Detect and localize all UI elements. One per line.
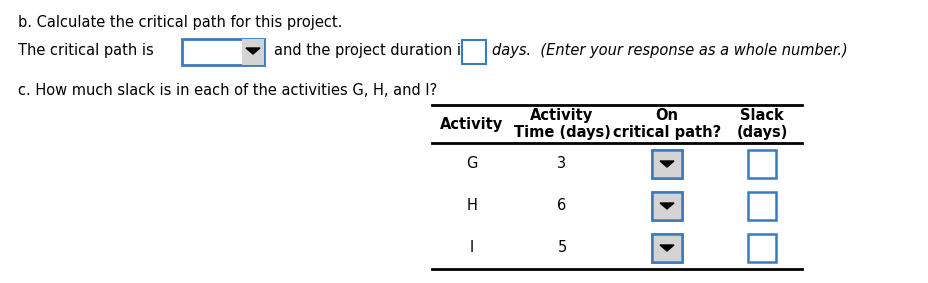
Polygon shape	[659, 161, 674, 167]
Bar	[651, 150, 681, 178]
Text: Activity
Time (days): Activity Time (days)	[513, 108, 610, 140]
Bar	[747, 150, 775, 178]
Text: The critical path is: The critical path is	[18, 44, 154, 59]
Bar	[651, 192, 681, 220]
Bar	[651, 192, 681, 220]
Polygon shape	[659, 245, 674, 251]
Bar	[651, 234, 681, 262]
Bar	[747, 234, 775, 262]
Text: days.  (Enter your response as a whole number.): days. (Enter your response as a whole nu…	[492, 44, 847, 59]
Bar	[651, 150, 681, 178]
Bar	[241, 39, 264, 65]
Text: On
critical path?: On critical path?	[612, 108, 720, 140]
Text: 5: 5	[557, 241, 566, 256]
Bar	[651, 234, 681, 262]
Text: c. How much slack is in each of the activities G, H, and I?: c. How much slack is in each of the acti…	[18, 83, 437, 98]
Text: H: H	[466, 198, 477, 213]
Bar	[461, 40, 485, 64]
Polygon shape	[659, 203, 674, 209]
Bar	[747, 192, 775, 220]
Text: Slack
(days): Slack (days)	[736, 108, 787, 140]
Bar	[651, 150, 681, 178]
Text: 6: 6	[557, 198, 566, 213]
Polygon shape	[246, 48, 260, 54]
Bar	[651, 192, 681, 220]
Text: and the project duration is: and the project duration is	[274, 44, 469, 59]
Text: Activity: Activity	[440, 117, 503, 132]
Text: b. Calculate the critical path for this project.: b. Calculate the critical path for this …	[18, 15, 342, 30]
Text: G: G	[466, 156, 477, 171]
Bar	[651, 234, 681, 262]
Bar	[182, 39, 264, 65]
Text: I: I	[470, 241, 473, 256]
Text: 3: 3	[557, 156, 566, 171]
